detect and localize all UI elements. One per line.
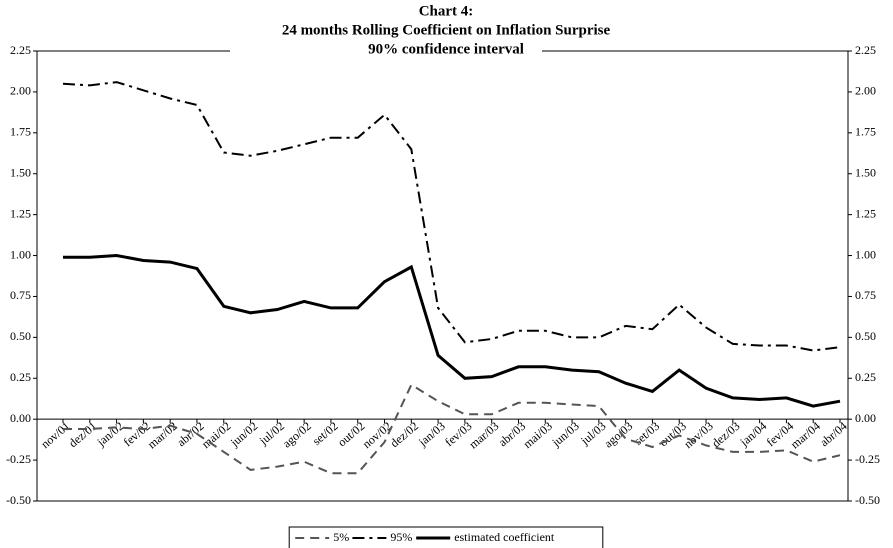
- x-tick-label: nov/01: [38, 419, 73, 451]
- x-tick-label: jan/03: [415, 419, 448, 450]
- y2-tick-label: 0.25: [855, 370, 876, 384]
- y-tick-label: 2.00: [10, 84, 31, 98]
- x-tick-label: set/03: [631, 419, 662, 448]
- y2-tick-label: 2.00: [855, 84, 876, 98]
- y2-tick-label: 2.25: [855, 43, 876, 57]
- y2-tick-label: 1.50: [855, 165, 876, 179]
- x-tick-label: dez/03: [709, 419, 743, 450]
- x-tick-label: mar/04: [788, 419, 823, 452]
- x-tick-label: nov/03: [681, 419, 716, 451]
- y-tick-label: 1.75: [10, 125, 31, 139]
- y2-tick-label: 1.75: [855, 125, 876, 139]
- y-tick-label: 2.25: [10, 43, 31, 57]
- chart-title: 90% confidence interval: [368, 41, 524, 57]
- x-tick-label: mai/03: [520, 419, 555, 451]
- x-tick-label: dez/02: [387, 419, 421, 450]
- y-tick-label: 1.25: [10, 206, 31, 220]
- x-tick-label: jun/03: [549, 419, 582, 450]
- x-tick-label: set/02: [310, 419, 341, 448]
- y2-tick-label: -0.25: [855, 452, 880, 466]
- x-tick-label: mar/02: [145, 419, 180, 452]
- y-tick-label: 0.25: [10, 370, 31, 384]
- legend: 5% 95% estimated coefficient: [288, 526, 604, 548]
- y2-tick-label: 0.75: [855, 288, 876, 302]
- y-tick-label: 1.50: [10, 165, 31, 179]
- x-tick-label: jun/02: [227, 419, 260, 450]
- y-tick-label: 0.75: [10, 288, 31, 302]
- series-line: [63, 253, 841, 408]
- legend-label: estimated coefficient: [454, 530, 555, 544]
- y-tick-label: 0.50: [10, 329, 31, 343]
- x-tick-label: ago/03: [601, 419, 635, 451]
- y-tick-label: -0.25: [6, 452, 31, 466]
- series-line: [62, 81, 841, 352]
- y-tick-label: 0.00: [10, 411, 31, 425]
- x-tick-label: dez/01: [66, 419, 100, 450]
- y-tick-label: 1.00: [10, 247, 31, 261]
- y2-tick-label: -0.50: [855, 493, 880, 507]
- x-tick-label: nov/02: [360, 419, 395, 451]
- y2-tick-label: 1.25: [855, 206, 876, 220]
- chart-title: Chart 4:: [419, 3, 474, 19]
- legend-label: 5%: [333, 530, 349, 544]
- x-tick-label: mar/03: [466, 419, 501, 452]
- y-tick-label: -0.50: [6, 493, 31, 507]
- title-background: [230, 4, 542, 74]
- x-tick-label: jan/02: [94, 419, 127, 450]
- y2-tick-label: 0.50: [855, 329, 876, 343]
- chart-title: 24 months Rolling Coefficient on Inflati…: [282, 22, 611, 38]
- x-tick-label: jan/04: [737, 419, 770, 450]
- x-tick-label: abr/04: [817, 419, 849, 449]
- y2-tick-label: 0.00: [855, 411, 876, 425]
- legend-label: 95%: [390, 530, 412, 544]
- y2-tick-label: 1.00: [855, 247, 876, 261]
- x-tick-label: ago/02: [280, 419, 314, 451]
